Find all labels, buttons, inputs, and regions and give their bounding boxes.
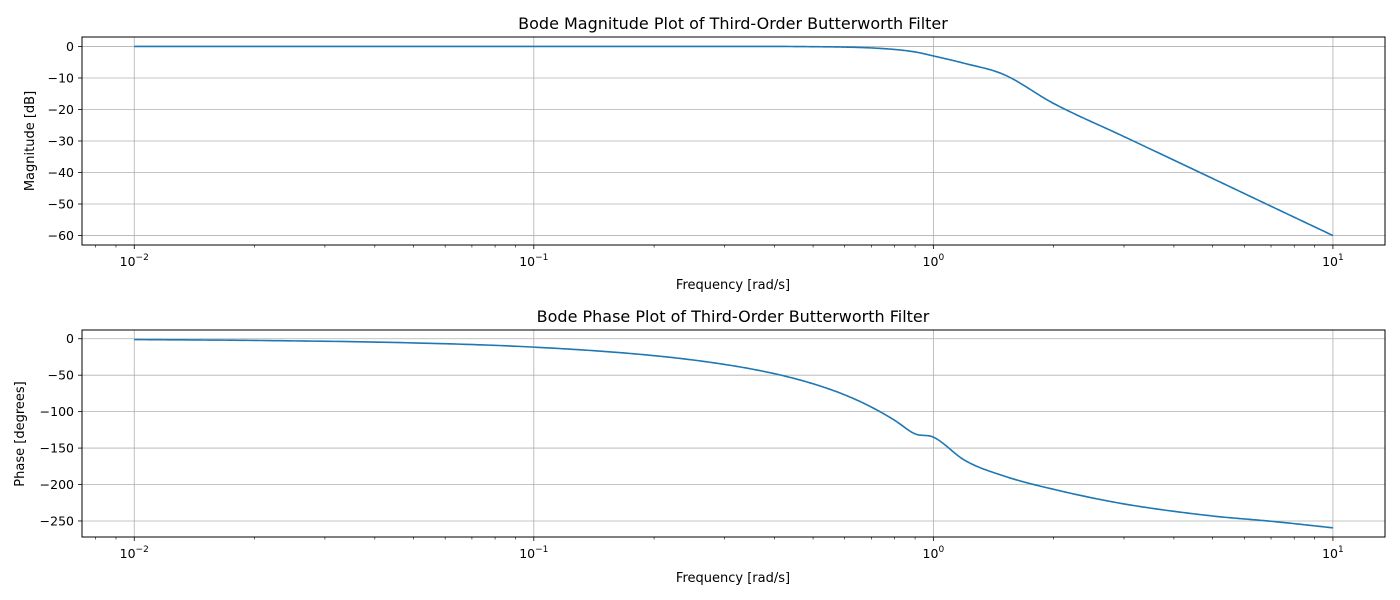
magnitude-series-line xyxy=(134,45,1334,237)
phase-series-line xyxy=(134,338,1334,529)
x-tick-label: 10−2 xyxy=(120,253,149,269)
y-tick-label: −150 xyxy=(40,441,74,456)
y-tick-label: 0 xyxy=(66,331,74,346)
magnitude-plot: Bode Magnitude Plot of Third-Order Butte… xyxy=(23,14,1386,293)
y-tick-label: −100 xyxy=(40,404,74,419)
y-tick-label: 0 xyxy=(66,39,74,54)
x-tick-label: 100 xyxy=(923,545,945,561)
magnitude-plot-title: Bode Magnitude Plot of Third-Order Butte… xyxy=(518,14,948,33)
y-tick-label: −50 xyxy=(48,197,74,212)
y-tick-label: −60 xyxy=(48,228,74,243)
x-tick-label: 10−1 xyxy=(519,253,548,269)
phase-xlabel: Frequency [rad/s] xyxy=(676,571,790,586)
y-tick-label: −30 xyxy=(48,134,74,149)
magnitude-xlabel: Frequency [rad/s] xyxy=(676,278,790,293)
phase-plot: Bode Phase Plot of Third-Order Butterwor… xyxy=(13,307,1386,586)
x-tick-label: 101 xyxy=(1322,253,1344,269)
y-tick-label: −200 xyxy=(40,477,74,492)
x-tick-label: 100 xyxy=(923,253,945,269)
y-tick-label: −40 xyxy=(48,165,74,180)
magnitude-plot-frame xyxy=(81,36,1386,246)
y-tick-label: −50 xyxy=(48,368,74,383)
y-tick-label: −10 xyxy=(48,70,74,85)
x-tick-label: 10−2 xyxy=(120,545,149,561)
phase-plot-frame xyxy=(81,329,1386,538)
phase-plot-title: Bode Phase Plot of Third-Order Butterwor… xyxy=(537,307,930,326)
phase-ylabel: Phase [degrees] xyxy=(13,381,28,486)
y-tick-label: −20 xyxy=(48,102,74,117)
x-tick-label: 10−1 xyxy=(519,545,548,561)
y-tick-label: −250 xyxy=(40,513,74,528)
x-tick-label: 101 xyxy=(1322,545,1344,561)
magnitude-ylabel: Magnitude [dB] xyxy=(23,91,38,191)
